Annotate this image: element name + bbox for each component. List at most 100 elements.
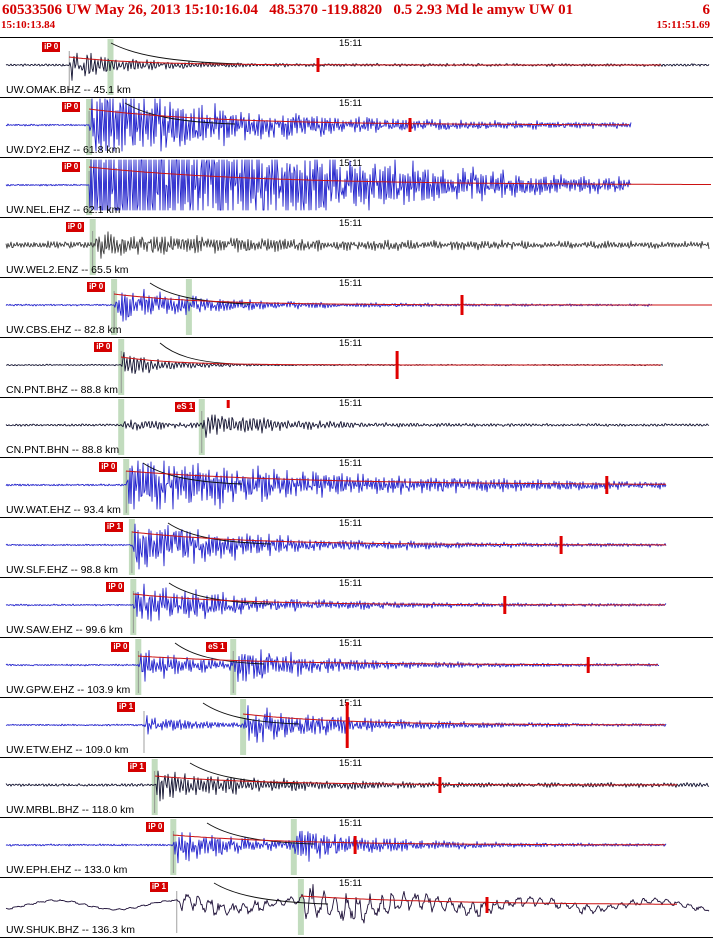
coda-duration-marker[interactable] [586,657,590,673]
coda-fit-line [300,895,677,905]
trace-panel[interactable]: 15:11 iP 0 UW.NEL.EHZ -- 62.1 km [0,158,713,218]
coda-duration-marker[interactable] [226,400,230,408]
trace-stack: 15:11 iP 0 UW.OMAK.BHZ -- 45.1 km 15:11 iP 0… [0,38,713,938]
window-start-time: 15:10:13.84 [1,19,56,31]
pick-flag[interactable]: eS 1 [206,642,227,652]
coda-duration-marker[interactable] [438,777,442,793]
coda-decay-curve [167,522,272,545]
trace-panel[interactable]: 15:11 iP 1 UW.SLF.EHZ -- 98.8 km [0,518,713,578]
minute-label: 15:11 [339,578,363,589]
coda-fit-line [131,531,666,546]
coda-duration-marker[interactable] [605,476,609,494]
pick-flag[interactable]: iP 0 [65,222,84,232]
station-label: UW.NEL.EHZ -- 62.1 km [6,204,121,216]
station-label: UW.WEL2.ENZ -- 65.5 km [6,264,129,276]
coda-duration-marker[interactable] [316,58,320,72]
coda-decay-curve [110,42,243,65]
minute-label: 15:11 [339,398,363,409]
seismogram-waveform [5,770,710,802]
coda-fit-line [113,293,712,306]
pick-flag[interactable]: eS 1 [174,402,196,412]
trace-panel[interactable]: 15:11 iP 0 UW.OMAK.BHZ -- 45.1 km [0,38,713,98]
trace-panel[interactable]: 15:11 iP 0 UW.WEL2.ENZ -- 65.5 km [0,218,713,278]
seismogram-waveform [5,649,660,682]
station-label: CN.PNT.BHZ -- 88.8 km [6,384,119,396]
trace-panel[interactable]: 15:11 iP 1 UW.ETW.EHZ -- 109.0 km [0,698,713,758]
pick-band [297,879,304,935]
pick-band [240,699,247,755]
minute-label: 15:11 [339,98,363,109]
minute-label: 15:11 [339,878,363,889]
waveform-canvas [5,819,667,875]
trace-panel[interactable]: 15:11 iP 0 UW.CBS.EHZ -- 82.8 km [0,278,713,338]
coda-duration-marker[interactable] [353,836,357,854]
waveform-canvas [5,579,667,635]
coda-decay-curve [149,282,251,305]
coda-fit-line [132,593,665,606]
minute-label: 15:11 [339,38,363,49]
pick-flag[interactable]: iP 0 [62,102,81,112]
pick-flag[interactable]: iP 1 [104,522,123,532]
trace-panel[interactable]: 15:11 iP 1 UW.SHUK.BHZ -- 136.3 km [0,878,713,938]
waveform-canvas [5,279,712,335]
trace-panel[interactable]: 15:11 iP 0 UW.WAT.EHZ -- 93.4 km [0,458,713,518]
pick-flag[interactable]: iP 0 [111,642,130,652]
minute-label: 15:11 [339,218,363,229]
waveform-canvas [5,639,660,695]
coda-decay-curve [159,342,236,365]
coda-fit-line [137,655,658,666]
station-label: UW.MRBL.BHZ -- 118.0 km [6,804,135,816]
trace-panel[interactable]: 15:11 iP 0 CN.PNT.BHZ -- 88.8 km [0,338,713,398]
seismogram-waveform [5,288,653,322]
coda-duration-marker[interactable] [485,897,489,913]
coda-fit-line [120,356,661,366]
coda-fit-line [125,470,666,485]
event-header: 60533506 UW May 26, 2013 15:10:16.04 48.… [0,0,713,38]
pick-flag[interactable]: iP 1 [127,762,146,772]
coda-fit-line [88,166,711,185]
coda-decay-curve [142,462,243,485]
waveform-canvas [5,98,632,155]
trace-panel[interactable]: 15:11 iP 0 eS 1 UW.GPW.EHZ -- 103.9 km [0,638,713,698]
pick-flag[interactable]: iP 1 [117,702,136,712]
waveform-canvas [5,699,667,755]
coda-duration-marker[interactable] [503,596,507,614]
minute-label: 15:11 [339,158,363,169]
pick-band [290,819,297,875]
trace-panel[interactable]: 15:11 iP 0 UW.DY2.EHZ -- 61.8 km [0,98,713,158]
trace-panel[interactable]: 15:11 eS 1 CN.PNT.BHN -- 88.8 km [0,398,713,458]
pick-flag[interactable]: iP 0 [87,282,106,292]
pick-flag[interactable]: iP 0 [146,822,165,832]
coda-duration-marker[interactable] [345,702,349,748]
pick-flag[interactable]: iP 1 [149,882,168,892]
minute-label: 15:11 [339,698,363,709]
pick-flag[interactable]: iP 0 [62,162,81,172]
waveform-canvas [5,339,664,395]
station-label: UW.GPW.EHZ -- 103.9 km [6,684,131,696]
pick-flag[interactable]: iP 0 [94,342,113,352]
coda-duration-marker[interactable] [460,295,464,315]
coda-duration-marker[interactable] [395,351,399,379]
event-summary: 60533506 UW May 26, 2013 15:10:16.04 48.… [2,2,574,18]
pick-flag[interactable]: iP 0 [42,42,61,52]
seismogram-waveform [5,523,667,570]
station-label: UW.DY2.EHZ -- 61.8 km [6,144,121,156]
seismogram-waveform [5,460,667,510]
coda-duration-marker[interactable] [559,536,563,554]
station-label: CN.PNT.BHN -- 88.8 km [6,444,120,456]
trace-panel[interactable]: 15:11 iP 0 UW.SAW.EHZ -- 99.6 km [0,578,713,638]
station-label: UW.SAW.EHZ -- 99.6 km [6,624,123,636]
station-label: UW.EPH.EHZ -- 133.0 km [6,864,128,876]
pick-flag[interactable]: iP 0 [106,582,125,592]
coda-duration-marker[interactable] [408,118,412,132]
pick-flag[interactable]: iP 0 [99,462,118,472]
coda-decay-curve [206,822,315,845]
station-label: UW.SLF.EHZ -- 98.8 km [6,564,119,576]
coda-decay-curve [174,642,265,665]
event-title-row: 60533506 UW May 26, 2013 15:10:16.04 48.… [0,0,713,19]
minute-label: 15:11 [339,638,363,649]
coda-decay-curve [168,582,272,605]
trace-panel[interactable]: 15:11 iP 0 UW.EPH.EHZ -- 133.0 km [0,818,713,878]
trace-panel[interactable]: 15:11 iP 1 UW.MRBL.BHZ -- 118.0 km [0,758,713,818]
